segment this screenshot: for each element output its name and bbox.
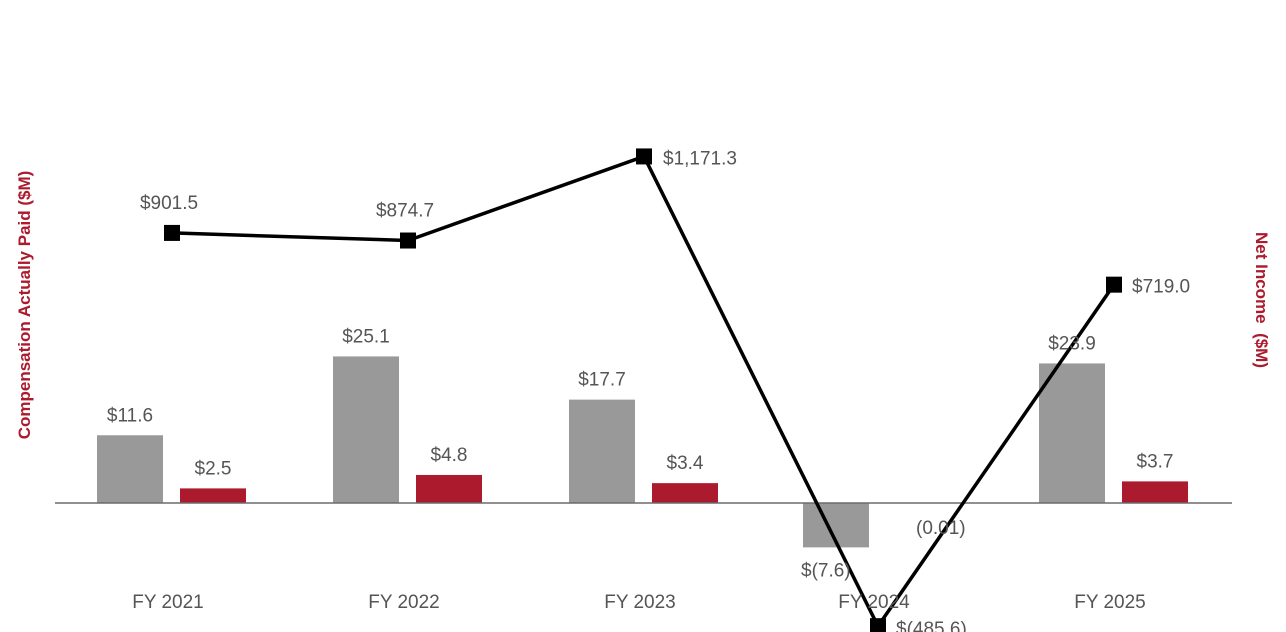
bar-2-fy-2021 [180,488,246,503]
bar-2-label-fy-2025: $3.7 [1137,451,1174,472]
bar-2-label-fy-2023: $3.4 [667,453,704,474]
bar-1-fy-2022 [333,356,399,503]
bar-1-label-fy-2021: $11.6 [107,405,153,426]
y-axis-title: Compensation Actually Paid ($M) [15,171,34,440]
labels-layer: $11.6 $25.1 $17.7 $(7.6) $23.9 $2.5 $4.8 $3.4 (0… [107,148,1190,632]
bar-1-label-fy-2024: $(7.6) [801,560,851,581]
bar-2-label-fy-2024: (0.01) [916,518,966,539]
net-income-label-fy-2023: $1,171.3 [663,148,737,169]
bars-layer [97,356,1188,548]
bar-1-label-fy-2025: $23.9 [1048,333,1096,354]
net-income-label-fy-2022: $874.7 [376,201,434,222]
y2-axis-title: Net Income ($M) [1252,232,1271,368]
net-income-label-fy-2025: $719.0 [1132,277,1190,298]
x-tick-fy-2021: FY 2021 [132,592,203,613]
bar-1-fy-2021 [97,435,163,503]
x-tick-fy-2023: FY 2023 [604,592,675,613]
net-income-point-fy-2021 [164,224,180,241]
bar-2-fy-2025 [1122,481,1188,503]
net-income-point-fy-2023 [636,148,652,165]
category-ticks: FY 2021 FY 2022 FY 2023 FY 2024 FY 2025 [132,592,1145,613]
bar-2-fy-2022 [416,474,482,503]
net-income-point-fy-2022 [400,232,416,249]
bar-2-label-fy-2021: $2.5 [195,458,232,479]
x-tick-fy-2025: FY 2025 [1074,592,1145,613]
bar-2-fy-2023 [652,483,718,503]
net-income-line [171,154,1116,630]
bar-2-label-fy-2022: $4.8 [431,445,468,466]
net-income-point-fy-2025 [1106,276,1122,293]
bar-1-fy-2023 [569,399,635,503]
x-tick-fy-2022: FY 2022 [368,592,439,613]
bar-1-label-fy-2022: $25.1 [342,326,390,347]
x-tick-fy-2024: FY 2024 [838,592,910,613]
net-income-point-fy-2024 [870,618,886,632]
net-income-label-fy-2021: $901.5 [140,193,198,214]
net-income-label-fy-2024: $(485.6) [896,619,967,632]
bar-1-fy-2025 [1039,363,1105,503]
bar-1-label-fy-2023: $17.7 [578,370,626,391]
line-layer [164,148,1122,632]
